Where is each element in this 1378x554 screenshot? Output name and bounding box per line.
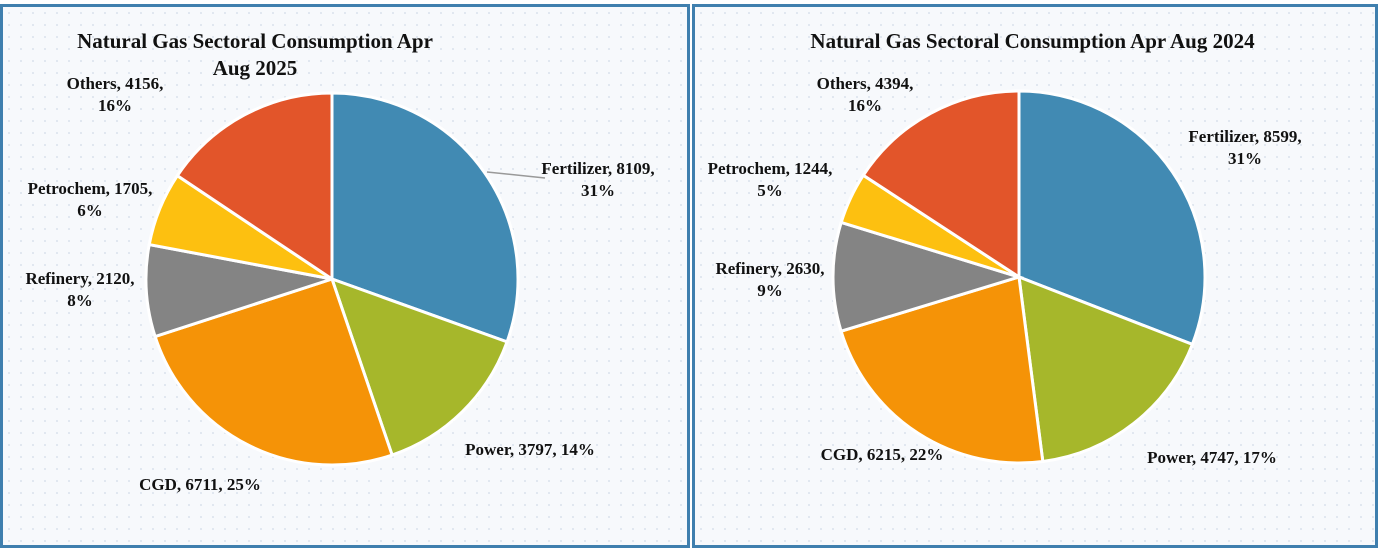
- data-label: Power 3797, 14%: [465, 439, 595, 461]
- data-label: Others 4394, 16%: [800, 73, 930, 117]
- pie-slice: [144, 242, 333, 339]
- category-name: Refinery: [25, 269, 92, 288]
- leader-line: [486, 171, 546, 179]
- value-label: 3797, 14%: [518, 440, 595, 459]
- category-name: Petrochem: [708, 159, 790, 178]
- value-label: 4747, 17%: [1200, 448, 1277, 467]
- category-name: CGD: [139, 475, 181, 494]
- pie-slice: [330, 91, 520, 344]
- data-label: CGD 6711, 25%: [135, 474, 265, 496]
- value-label: 8109, 31%: [581, 159, 655, 200]
- pie-slice: [1017, 274, 1195, 464]
- data-label: Fertilizer 8109, 31%: [533, 158, 663, 202]
- value-label: 4156, 16%: [98, 74, 164, 115]
- data-label: Others 4156, 16%: [50, 73, 180, 117]
- value-label: 2120, 8%: [67, 269, 135, 310]
- data-label: Petrochem 1705, 6%: [25, 178, 155, 222]
- pie-slice: [175, 91, 334, 282]
- pie-slice: [839, 275, 1045, 465]
- value-label: 6711, 25%: [185, 475, 261, 494]
- value-label: 8599, 31%: [1228, 127, 1302, 168]
- data-label: Power 4747, 17%: [1147, 447, 1277, 469]
- data-label: CGD 6215, 22%: [817, 444, 947, 466]
- value-label: 1244, 5%: [757, 159, 833, 200]
- category-name: Petrochem: [28, 179, 110, 198]
- category-name: Refinery: [715, 259, 782, 278]
- category-name: Power: [1147, 448, 1196, 467]
- data-label: Petrochem 1244, 5%: [705, 158, 835, 202]
- pie-slice: [1017, 89, 1207, 347]
- category-name: Others: [67, 74, 121, 93]
- value-label: 4394, 16%: [848, 74, 914, 115]
- category-name: Fertilizer: [1188, 127, 1259, 146]
- category-name: CGD: [821, 445, 863, 464]
- value-label: 2630, 9%: [757, 259, 825, 300]
- chart-title: Natural Gas Sectoral Consumption Apr Aug…: [810, 29, 1255, 53]
- pie-slice: [329, 276, 509, 457]
- data-label: Fertilizer 8599, 31%: [1180, 126, 1310, 170]
- data-label: Refinery 2120, 8%: [15, 268, 145, 312]
- category-name: Others: [817, 74, 871, 93]
- value-label: 1705, 6%: [77, 179, 153, 220]
- category-name: Power: [465, 440, 514, 459]
- data-label: Refinery 2630, 9%: [705, 258, 835, 302]
- category-name: Fertilizer: [541, 159, 612, 178]
- pie-slice: [861, 89, 1021, 280]
- pie-slice: [831, 220, 1025, 334]
- pie-slice: [153, 277, 395, 467]
- chart-title: Natural Gas Sectoral Consumption Apr Aug…: [77, 29, 433, 80]
- value-label: 6215, 22%: [866, 445, 944, 464]
